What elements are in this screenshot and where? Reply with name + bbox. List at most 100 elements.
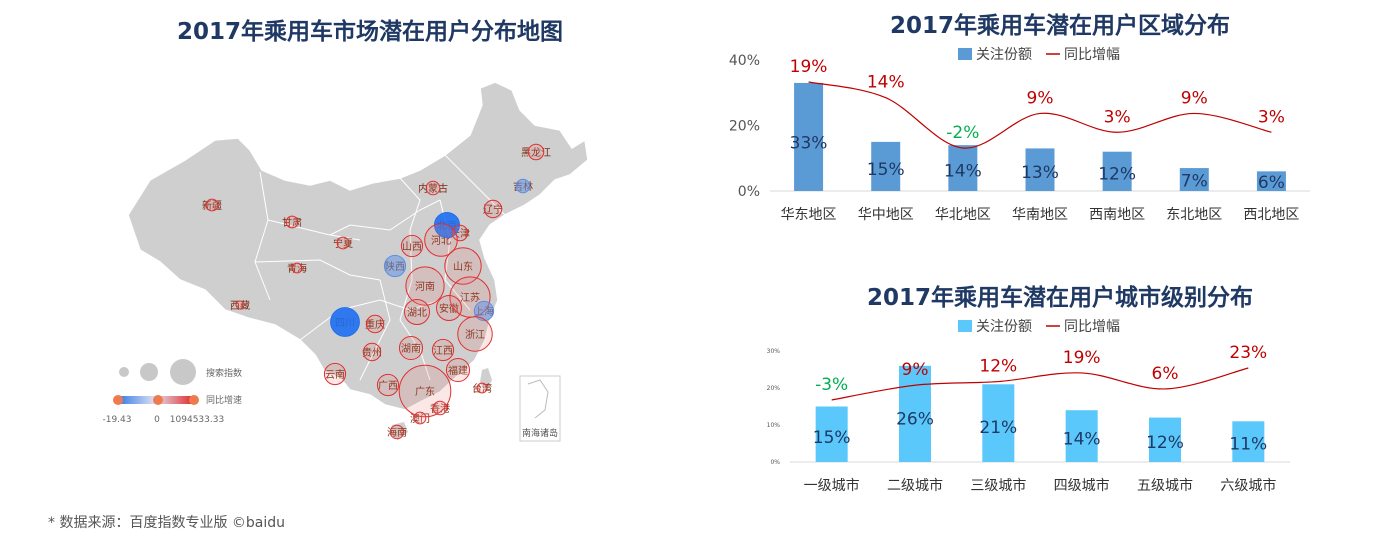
province-label: 江西 — [433, 345, 453, 357]
province-label: 山东 — [453, 260, 473, 273]
growth-label: -3% — [815, 375, 848, 395]
province-label: 云南 — [325, 368, 345, 381]
province-bubble — [389, 424, 405, 440]
data-source-note: * 数据来源：百度指数专业版 ©baidu — [48, 515, 286, 531]
growth-line — [831, 367, 1249, 401]
province-bubble — [451, 224, 469, 242]
province-bubble — [445, 357, 471, 383]
legend-share-label: 关注份额 — [976, 47, 1032, 63]
map-title: 2017年乘用车市场潜在用户分布地图 — [176, 19, 563, 45]
bar — [1102, 151, 1132, 191]
province-bubble — [400, 234, 424, 258]
legend-growth-label: 同比增幅 — [1064, 47, 1120, 63]
province-bubble — [515, 178, 531, 194]
legend-share-swatch — [958, 48, 972, 60]
province-label: 山西 — [402, 241, 422, 253]
category-label: 华中地区 — [858, 207, 914, 223]
province-label: 海南 — [387, 426, 407, 439]
province-bubble — [527, 143, 545, 161]
bar-value-label: 6% — [1258, 173, 1285, 193]
province-bubble — [365, 314, 385, 334]
growth-label: 9% — [1027, 88, 1054, 108]
province-bubble — [205, 198, 219, 212]
province-label: 重庆 — [365, 318, 385, 331]
category-label: 五级城市 — [1137, 477, 1193, 494]
legend-share-swatch — [958, 320, 972, 332]
bar — [794, 82, 824, 191]
province-label: 湖南 — [401, 342, 421, 355]
bar-value-label: 15% — [813, 428, 851, 448]
growth-label: 12% — [979, 357, 1017, 377]
province-bubble — [323, 362, 347, 386]
hainan-island — [390, 422, 408, 440]
legend-share-label: 关注份额 — [976, 319, 1032, 335]
province-label: 福建 — [448, 364, 468, 377]
category-label: 华南地区 — [1012, 207, 1068, 223]
bar-value-label: 15% — [867, 160, 905, 180]
province-bubble — [235, 300, 245, 310]
bar — [1065, 410, 1098, 462]
province-bubble — [424, 223, 458, 257]
city-legend: 关注份额 同比增幅 — [958, 319, 1120, 335]
growth-label: 9% — [1181, 88, 1208, 108]
bar — [1232, 421, 1265, 462]
province-label: 浙江 — [465, 329, 485, 341]
bar-value-label: 13% — [1021, 163, 1059, 183]
province-bubble — [457, 316, 493, 352]
province-label: 内蒙古 — [418, 182, 448, 195]
province-label: 河南 — [415, 280, 435, 293]
province-bubble — [330, 307, 360, 337]
growth-label: 3% — [1258, 107, 1285, 127]
bar — [1179, 168, 1209, 191]
bar-value-label: 7% — [1181, 172, 1208, 192]
growth-label: 19% — [790, 57, 828, 77]
y-tick-label: 0% — [770, 459, 780, 466]
province-bubble — [336, 236, 350, 250]
growth-label: 9% — [902, 360, 929, 380]
province-bubble — [291, 262, 303, 274]
province-bubble — [444, 247, 482, 285]
province-bubble — [413, 411, 427, 425]
category-label: 四级城市 — [1054, 477, 1110, 494]
legend-max: 1094533.33 — [170, 415, 224, 425]
legend-min: -19.43 — [102, 415, 131, 425]
legend-color-label: 同比增速 — [206, 394, 242, 406]
province-bubble — [483, 199, 503, 219]
bar — [1149, 417, 1181, 462]
category-label: 西南地区 — [1089, 207, 1145, 223]
growth-label: 19% — [1063, 348, 1101, 368]
y-tick-label: 10% — [767, 422, 781, 429]
category-label: 六级城市 — [1220, 477, 1276, 494]
y-tick-label: 20% — [767, 385, 781, 392]
map-legend: 搜索指数 同比增速 -19.43 0 1094533.33 — [102, 359, 242, 425]
province-bubble — [362, 342, 382, 362]
category-label: 二级城市 — [887, 477, 943, 494]
province-bubble — [473, 300, 495, 322]
province-label: 河北 — [431, 235, 451, 247]
category-label: 华东地区 — [781, 207, 837, 223]
bar-value-label: 12% — [1146, 433, 1184, 453]
province-bubble — [476, 382, 488, 394]
category-label: 三级城市 — [970, 477, 1026, 494]
growth-label: -2% — [946, 123, 979, 143]
province-label: 贵州 — [362, 346, 382, 359]
china-map: 南海诸岛 黑龙江吉林辽宁内蒙古新疆甘肃北京天津宁夏山西河北山东青海陕西河南江苏上… — [102, 81, 589, 442]
legend-color-handle — [189, 395, 199, 405]
bar — [982, 384, 1015, 462]
bar — [1256, 171, 1286, 191]
province-bubbles — [205, 143, 545, 440]
region-legend: 关注份额 同比增幅 — [958, 47, 1120, 63]
province-bubble — [405, 266, 445, 306]
province-label: 安徽 — [439, 302, 459, 315]
bar — [815, 406, 848, 462]
bar-value-label: 11% — [1229, 435, 1267, 455]
category-label: 东北地区 — [1166, 207, 1222, 223]
province-label: 西藏 — [230, 300, 250, 312]
growth-label: 3% — [1104, 107, 1131, 127]
inset-label: 南海诸岛 — [522, 427, 558, 439]
city-chart-title: 2017年乘用车潜在用户城市级别分布 — [866, 285, 1253, 311]
legend-color-handle — [113, 395, 123, 405]
south-china-sea-inset: 南海诸岛 — [519, 375, 561, 442]
legend-growth-label: 同比增幅 — [1064, 319, 1120, 335]
province-bubble — [285, 215, 299, 229]
